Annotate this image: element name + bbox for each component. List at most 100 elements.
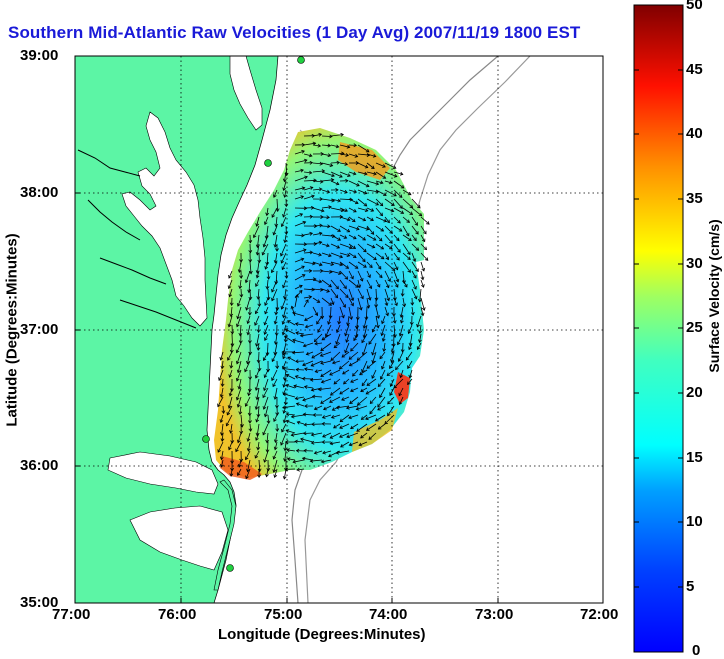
- velocity-arrowhead: [374, 297, 379, 302]
- velocity-arrow: [321, 171, 335, 177]
- velocity-arrow: [366, 288, 371, 301]
- velocity-arrowhead: [423, 230, 427, 235]
- velocity-arrowhead: [363, 248, 367, 253]
- velocity-arrowhead: [235, 349, 240, 354]
- velocity-arrow: [389, 360, 395, 369]
- velocity-arrow: [318, 387, 332, 390]
- velocity-arrowhead: [282, 410, 287, 414]
- velocity-arrow: [283, 368, 296, 371]
- velocity-arrow: [330, 441, 341, 445]
- velocity-arrowhead: [282, 187, 287, 192]
- velocity-arrow: [282, 351, 287, 359]
- velocity-arrowhead: [369, 410, 373, 415]
- colorbar-tick-label: 30: [686, 255, 703, 272]
- velocity-arrowhead: [372, 153, 377, 158]
- velocity-arrow: [341, 396, 350, 401]
- velocity-arrowhead: [329, 435, 334, 439]
- velocity-arrow: [221, 432, 224, 442]
- velocity-arrow: [221, 459, 224, 468]
- velocity-arrowhead: [387, 400, 391, 405]
- velocity-arrowhead: [248, 420, 252, 424]
- velocity-arrow: [330, 171, 343, 178]
- velocity-arrowhead: [414, 222, 418, 226]
- velocity-arrowhead: [331, 360, 336, 365]
- velocity-arrowhead: [346, 434, 350, 439]
- velocity-arrowhead: [309, 214, 314, 219]
- velocity-arrow: [257, 234, 260, 248]
- velocity-arrowhead: [360, 434, 364, 439]
- velocity-arrowhead: [256, 347, 261, 351]
- velocity-arrow: [321, 261, 334, 265]
- velocity-arrowhead: [246, 448, 251, 452]
- velocity-arrow: [348, 297, 354, 306]
- velocity-arrow: [271, 288, 278, 301]
- velocity-arrow: [220, 387, 224, 398]
- colorbar-tick-label: 40: [686, 125, 703, 142]
- velocity-arrow: [285, 384, 296, 389]
- velocity-arrow: [266, 207, 269, 216]
- velocity-arrowhead: [346, 217, 351, 222]
- velocity-arrowhead: [314, 312, 319, 317]
- velocity-arrow: [350, 378, 359, 383]
- velocity-arrowhead: [295, 448, 300, 453]
- velocity-arrowhead: [390, 350, 395, 354]
- velocity-arrow: [402, 297, 405, 307]
- river-2: [87, 199, 141, 241]
- velocity-arrowhead: [313, 241, 318, 246]
- velocity-arrowhead: [273, 396, 278, 400]
- velocity-arrow: [366, 180, 379, 185]
- velocity-arrow: [303, 432, 314, 434]
- velocity-arrowhead: [370, 217, 374, 222]
- velocity-arrow: [237, 297, 242, 307]
- velocity-arrowhead: [397, 358, 402, 362]
- velocity-arrow: [379, 387, 386, 398]
- velocity-arrowhead: [262, 394, 266, 399]
- velocity-arrowhead: [408, 374, 413, 379]
- velocity-arrow: [249, 288, 251, 300]
- velocity-arrow: [240, 414, 243, 427]
- velocity-arrowhead: [296, 467, 300, 472]
- velocity-arrowhead: [304, 404, 308, 409]
- velocity-arrow: [221, 360, 224, 369]
- velocity-arrowhead: [274, 281, 279, 285]
- velocity-arrowhead: [300, 257, 305, 262]
- velocity-arrowhead: [348, 442, 353, 447]
- velocity-arrow: [375, 171, 386, 179]
- velocity-arrowhead: [426, 221, 430, 225]
- velocity-arrowhead: [407, 251, 411, 256]
- velocity-arrowhead: [392, 165, 397, 169]
- velocity-arrow: [283, 306, 287, 318]
- velocity-arrow: [294, 213, 303, 218]
- velocity-arrowhead: [237, 472, 241, 476]
- velocity-arrowhead: [282, 314, 286, 319]
- velocity-arrowhead: [304, 324, 309, 329]
- velocity-arrow: [402, 288, 404, 297]
- velocity-arrowhead: [244, 403, 249, 407]
- velocity-arrow: [333, 378, 341, 385]
- velocity-arrow: [393, 261, 398, 270]
- velocity-arrow: [381, 324, 386, 336]
- velocity-arrowhead: [346, 228, 351, 233]
- velocity-arrowhead: [302, 412, 307, 417]
- velocity-arrowhead: [345, 294, 349, 299]
- velocity-arrow: [348, 351, 359, 360]
- velocity-arrowhead: [271, 214, 275, 218]
- velocity-arrowhead: [398, 194, 403, 198]
- velocity-arrow: [303, 251, 313, 254]
- velocity-arrowhead: [248, 240, 253, 244]
- velocity-arrow: [366, 189, 379, 193]
- velocity-arrow: [292, 339, 305, 344]
- velocity-arrowhead: [317, 387, 322, 392]
- velocity-arrowhead: [352, 254, 357, 259]
- velocity-arrowhead: [282, 383, 287, 388]
- velocity-arrowhead: [295, 293, 299, 298]
- velocity-arrow: [258, 324, 260, 333]
- velocity-arrow: [274, 441, 278, 450]
- velocity-arrowhead: [371, 351, 375, 356]
- velocity-arrow: [330, 144, 339, 148]
- velocity-arrow: [407, 378, 413, 385]
- velocity-arrowhead: [273, 260, 278, 264]
- velocity-arrowhead: [361, 382, 366, 387]
- velocity-arrow: [280, 432, 287, 446]
- albemarle-sound: [107, 451, 219, 495]
